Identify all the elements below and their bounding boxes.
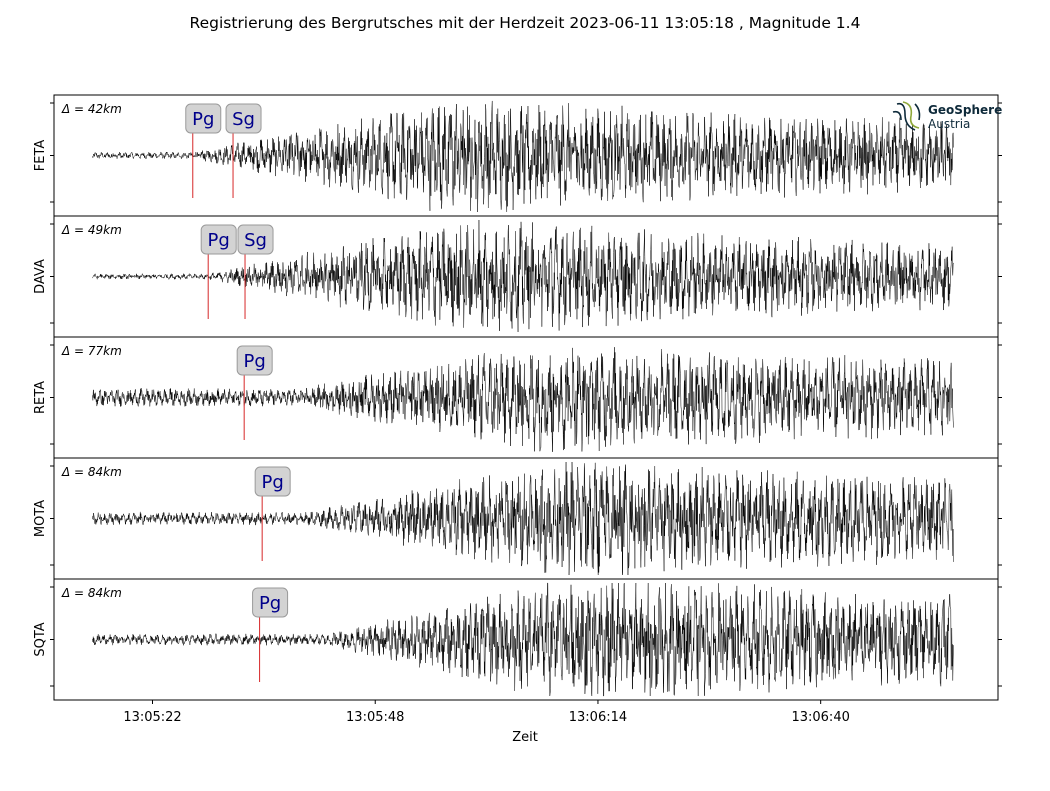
x-tick-label: 13:06:40 [791, 710, 849, 725]
pick-label-sg: Sg [244, 230, 267, 251]
x-tick-label: 13:05:48 [346, 710, 404, 725]
panel-sqta: SQTA Δ = 84km Pg [33, 578, 1002, 701]
pick-label-pg: Pg [192, 109, 214, 130]
pick-label-pg: Pg [259, 593, 281, 614]
chart-title: Registrierung des Bergrutsches mit der H… [190, 14, 861, 32]
pick-label-box [252, 587, 289, 618]
panels: FETA Δ = 42km Pg Sg DAVA Δ = 49km Pg Sg RETA Δ = … [33, 94, 1002, 701]
station-label: MOTA [33, 500, 48, 537]
distance-label: Δ = 77km [61, 344, 122, 358]
distance-label: Δ = 42km [61, 102, 122, 116]
waveform-sqta [92, 582, 954, 697]
waveform-feta [92, 100, 954, 213]
pick-label-box [236, 345, 273, 376]
geosphere-logo: GeoSphere Austria [892, 101, 1002, 131]
waveform-dava [92, 219, 954, 332]
pick-label-pg: Pg [244, 351, 266, 372]
x-tick-label: 13:06:14 [569, 710, 627, 725]
pick-label-box [200, 224, 237, 255]
distance-label: Δ = 49km [61, 223, 122, 237]
waveform-mota [92, 461, 954, 576]
station-label: SQTA [33, 622, 48, 656]
x-axis-label: Zeit [512, 730, 538, 745]
x-axis: 13:05:22 13:05:48 13:06:14 13:06:40 [123, 700, 850, 725]
panel-mota: MOTA Δ = 84km Pg [33, 457, 1002, 580]
panel-frame [53, 215, 999, 338]
logo-text-line2: Austria [928, 117, 970, 131]
station-label: FETA [33, 140, 48, 172]
station-label: RETA [33, 381, 48, 414]
x-tick-label: 13:05:22 [123, 710, 181, 725]
pick-label-box [225, 103, 262, 134]
distance-label: Δ = 84km [61, 586, 122, 600]
panel-feta: FETA Δ = 42km Pg Sg [33, 94, 1002, 217]
distance-label: Δ = 84km [61, 465, 122, 479]
pick-label-pg: Pg [208, 230, 230, 251]
panel-dava: DAVA Δ = 49km Pg Sg [33, 215, 1002, 338]
pick-label-sg: Sg [232, 109, 255, 130]
pick-label-box [185, 103, 222, 134]
station-label: DAVA [33, 259, 48, 294]
pick-label-pg: Pg [262, 472, 284, 493]
waveform-reta [92, 347, 954, 452]
logo-text-line1: GeoSphere [928, 103, 1002, 117]
logo-mark-icon [892, 101, 921, 131]
pick-label-box [254, 466, 291, 497]
pick-label-box [237, 224, 274, 255]
panel-reta: RETA Δ = 77km Pg [33, 336, 1002, 459]
